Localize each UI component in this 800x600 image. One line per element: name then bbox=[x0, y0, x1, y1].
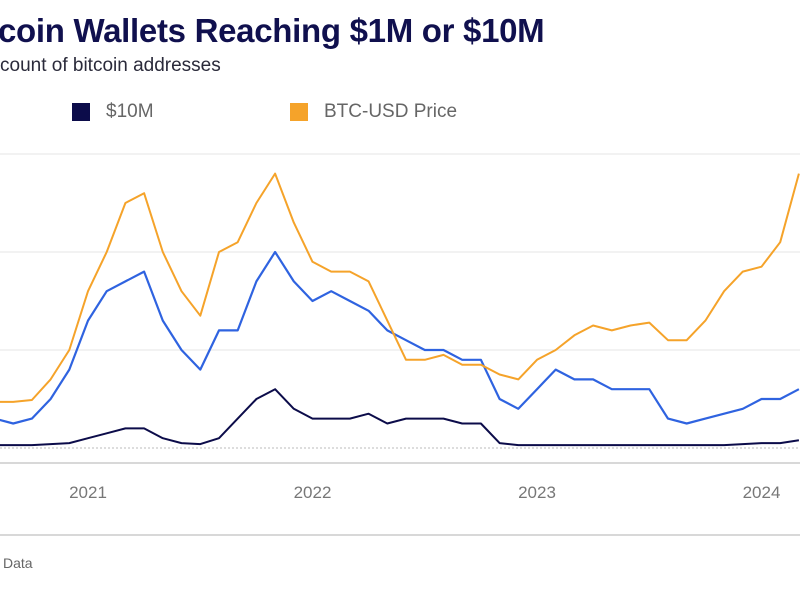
x-tick-label: 2021 bbox=[69, 483, 107, 502]
series-line-1 bbox=[0, 388, 800, 447]
series-line-2 bbox=[0, 172, 800, 403]
legend-swatch bbox=[290, 103, 308, 121]
legend-label: $10M bbox=[106, 101, 154, 122]
legend-label: BTC-USD Price bbox=[324, 101, 458, 122]
x-tick-label: 2022 bbox=[294, 483, 332, 502]
chart-subtitle: count of bitcoin addresses bbox=[0, 55, 221, 76]
x-tick-label: 2024 bbox=[743, 483, 781, 502]
legend-item-btc-price: BTC-USD Price bbox=[290, 101, 457, 123]
legend-swatch bbox=[72, 103, 90, 121]
chart-title: coin Wallets Reaching $1M or $10M bbox=[0, 12, 545, 49]
legend-item-10m: $10M bbox=[72, 101, 154, 123]
x-tick-label: 2023 bbox=[518, 483, 556, 502]
footer-source: Data bbox=[3, 555, 33, 571]
series-line-0 bbox=[0, 250, 800, 425]
